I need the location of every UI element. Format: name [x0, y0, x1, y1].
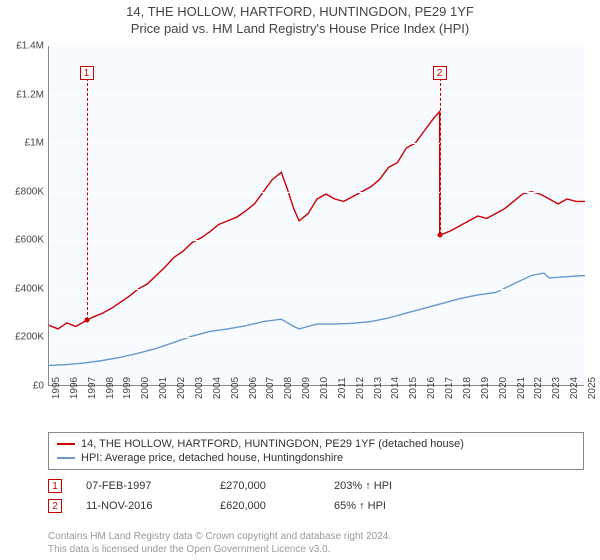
x-axis-label: 2010	[319, 377, 330, 399]
footer-line-1: Contains HM Land Registry data © Crown c…	[48, 530, 391, 543]
gridline-h	[49, 337, 584, 338]
legend-label: HPI: Average price, detached house, Hunt…	[81, 452, 343, 464]
x-axis-label: 2025	[587, 377, 598, 399]
x-axis-label: 2022	[533, 377, 544, 399]
sale-row-hpi: 65% ↑ HPI	[334, 500, 444, 512]
sale-row-price: £270,000	[220, 480, 310, 492]
sale-row-date: 07-FEB-1997	[86, 480, 196, 492]
y-axis-label: £600K	[15, 235, 44, 246]
y-axis-label: £200K	[15, 332, 44, 343]
x-axis-label: 2020	[498, 377, 509, 399]
x-axis-label: 1997	[87, 377, 98, 399]
series-line-property_price	[49, 112, 585, 329]
x-axis-label: 2018	[462, 377, 473, 399]
x-axis-label: 2021	[516, 377, 527, 399]
x-axis-label: 2006	[248, 377, 259, 399]
attribution-footer: Contains HM Land Registry data © Crown c…	[48, 530, 391, 556]
legend-swatch	[57, 443, 75, 445]
legend-item: 14, THE HOLLOW, HARTFORD, HUNTINGDON, PE…	[57, 437, 575, 451]
x-axis-label: 2016	[426, 377, 437, 399]
series-line-hpi	[49, 273, 585, 365]
x-axis-label: 2009	[301, 377, 312, 399]
x-axis-label: 2019	[480, 377, 491, 399]
x-axis-label: 2005	[230, 377, 241, 399]
gridline-h	[49, 95, 584, 96]
line-series-svg	[49, 46, 585, 386]
x-axis-label: 2007	[265, 377, 276, 399]
footer-line-2: This data is licensed under the Open Gov…	[48, 543, 391, 556]
x-axis-label: 2000	[140, 377, 151, 399]
sale-marker-line	[87, 73, 88, 321]
y-axis-label: £1M	[25, 138, 44, 149]
x-axis-label: 2002	[176, 377, 187, 399]
sales-table: 1 07-FEB-1997 £270,000 203% ↑ HPI 2 11-NOV-20…	[48, 476, 584, 516]
sale-marker-line	[440, 73, 441, 236]
x-axis-label: 2013	[373, 377, 384, 399]
gridline-h	[49, 143, 584, 144]
gridline-h	[49, 192, 584, 193]
plot-region: 12	[48, 46, 584, 386]
sale-row: 1 07-FEB-1997 £270,000 203% ↑ HPI	[48, 476, 584, 496]
legend-label: 14, THE HOLLOW, HARTFORD, HUNTINGDON, PE…	[81, 438, 464, 450]
chart-container: 14, THE HOLLOW, HARTFORD, HUNTINGDON, PE…	[0, 0, 600, 560]
sale-row-marker: 2	[48, 499, 62, 513]
sale-marker-box: 1	[80, 66, 94, 80]
title-main: 14, THE HOLLOW, HARTFORD, HUNTINGDON, PE…	[0, 4, 600, 19]
x-axis-label: 2003	[194, 377, 205, 399]
x-axis-label: 2024	[569, 377, 580, 399]
sale-point-dot	[84, 318, 89, 323]
x-axis-label: 1996	[69, 377, 80, 399]
x-axis-label: 2014	[390, 377, 401, 399]
y-axis-label: £400K	[15, 283, 44, 294]
x-axis-label: 2011	[337, 377, 348, 399]
sale-row-hpi: 203% ↑ HPI	[334, 480, 444, 492]
sale-row-price: £620,000	[220, 500, 310, 512]
x-axis-label: 2008	[283, 377, 294, 399]
x-axis-label: 1998	[105, 377, 116, 399]
x-axis-label: 2017	[444, 377, 455, 399]
sale-row-date: 11-NOV-2016	[86, 500, 196, 512]
gridline-h	[49, 289, 584, 290]
legend: 14, THE HOLLOW, HARTFORD, HUNTINGDON, PE…	[48, 432, 584, 470]
sale-marker-box: 2	[433, 66, 447, 80]
y-axis-label: £0	[33, 381, 44, 392]
x-axis-label: 1999	[122, 377, 133, 399]
gridline-h	[49, 240, 584, 241]
gridline-h	[49, 46, 584, 47]
legend-item: HPI: Average price, detached house, Hunt…	[57, 451, 575, 465]
title-sub: Price paid vs. HM Land Registry's House …	[0, 21, 600, 36]
sale-row-marker: 1	[48, 479, 62, 493]
x-axis-label: 1995	[51, 377, 62, 399]
chart-area: 12 £0£200K£400K£600K£800K£1M£1.2M£1.4M19…	[48, 46, 584, 408]
x-axis-label: 2004	[212, 377, 223, 399]
y-axis-label: £1.2M	[16, 89, 44, 100]
x-axis-label: 2015	[408, 377, 419, 399]
y-axis-label: £800K	[15, 186, 44, 197]
y-axis-label: £1.4M	[16, 41, 44, 52]
sale-point-dot	[437, 233, 442, 238]
x-axis-label: 2012	[355, 377, 366, 399]
x-axis-label: 2001	[158, 377, 169, 399]
legend-swatch	[57, 457, 75, 459]
x-axis-label: 2023	[551, 377, 562, 399]
sale-row: 2 11-NOV-2016 £620,000 65% ↑ HPI	[48, 496, 584, 516]
title-block: 14, THE HOLLOW, HARTFORD, HUNTINGDON, PE…	[0, 0, 600, 36]
